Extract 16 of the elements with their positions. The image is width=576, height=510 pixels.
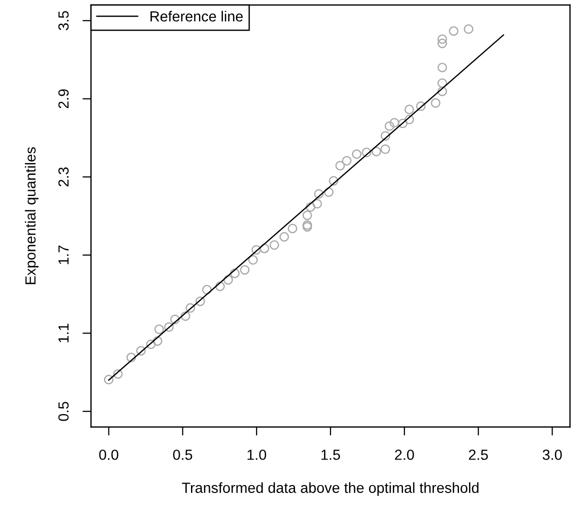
y-tick-label: 2.9 — [58, 89, 69, 108]
y-tick-label: 0.5 — [58, 402, 69, 421]
x-tick-label: 0.5 — [173, 450, 192, 460]
y-tick-label: 1.1 — [58, 324, 69, 342]
y-tick-label: 2.3 — [58, 167, 69, 186]
x-tick-label: 3.0 — [542, 450, 562, 460]
legend-label: Reference line — [150, 10, 243, 22]
y-axis-title: Exponential quantiles — [24, 147, 39, 284]
x-tick-label: 0.0 — [99, 450, 118, 460]
x-tick-label: 1.5 — [321, 450, 340, 460]
x-axis-title: Transformed data above the optimal threshold — [182, 482, 478, 496]
x-tick-label: 2.0 — [395, 450, 414, 460]
x-tick-label: 1.0 — [248, 450, 266, 460]
y-tick-label: 3.5 — [58, 11, 69, 30]
x-tick-label: 2.5 — [468, 450, 488, 460]
y-tick-label: 1.7 — [58, 246, 69, 264]
